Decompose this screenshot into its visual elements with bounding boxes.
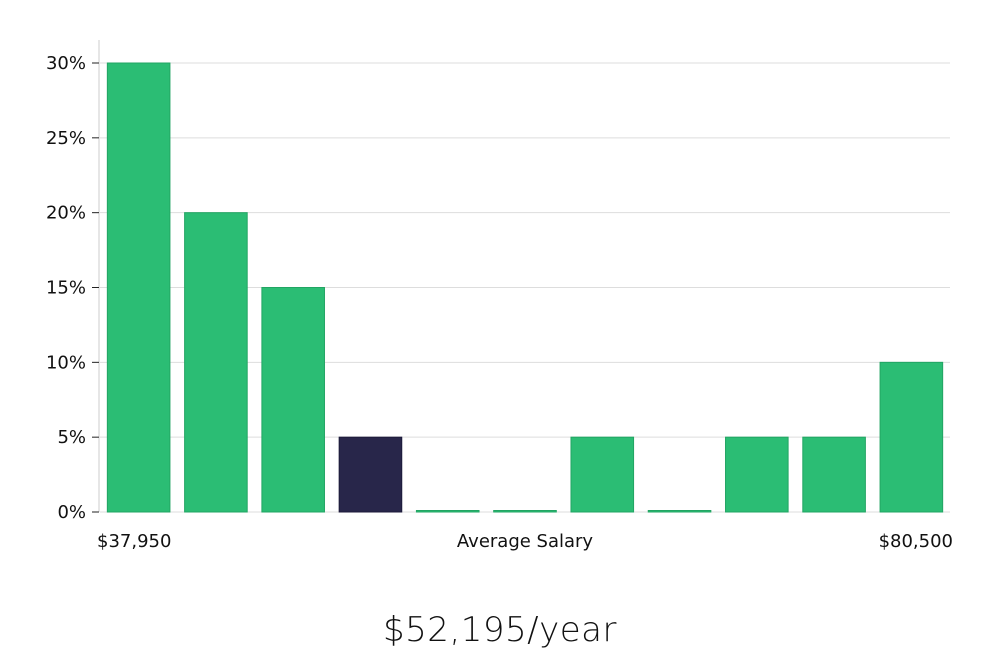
- x-axis-title: Average Salary: [457, 531, 594, 552]
- bar: [184, 212, 248, 513]
- bar: [879, 361, 944, 513]
- average-salary-value: $52,195/year: [383, 610, 617, 650]
- bars: [106, 62, 944, 513]
- y-tick-label: 0%: [57, 502, 86, 523]
- x-min-label: $37,950: [97, 531, 171, 552]
- x-max-label: $80,500: [879, 531, 953, 552]
- salary-histogram: 0% 5% 10% 15% 20% 25% 30% $37,950 Average Sala…: [46, 40, 953, 552]
- bar-highlighted: [338, 436, 403, 513]
- y-tick-label: 5%: [57, 427, 86, 448]
- bar: [493, 510, 557, 513]
- y-tick-label: 10%: [46, 352, 86, 373]
- y-tick-label: 20%: [46, 203, 86, 224]
- bar: [647, 510, 712, 513]
- bar: [802, 436, 866, 513]
- bar: [106, 62, 171, 513]
- bar: [725, 436, 789, 513]
- y-tick-label: 30%: [46, 53, 86, 74]
- bar: [415, 510, 480, 513]
- y-axis-ticks: 0% 5% 10% 15% 20% 25% 30%: [46, 53, 99, 523]
- bar: [570, 436, 635, 513]
- y-tick-label: 25%: [46, 128, 86, 149]
- bar: [261, 287, 325, 513]
- y-tick-label: 15%: [46, 278, 86, 299]
